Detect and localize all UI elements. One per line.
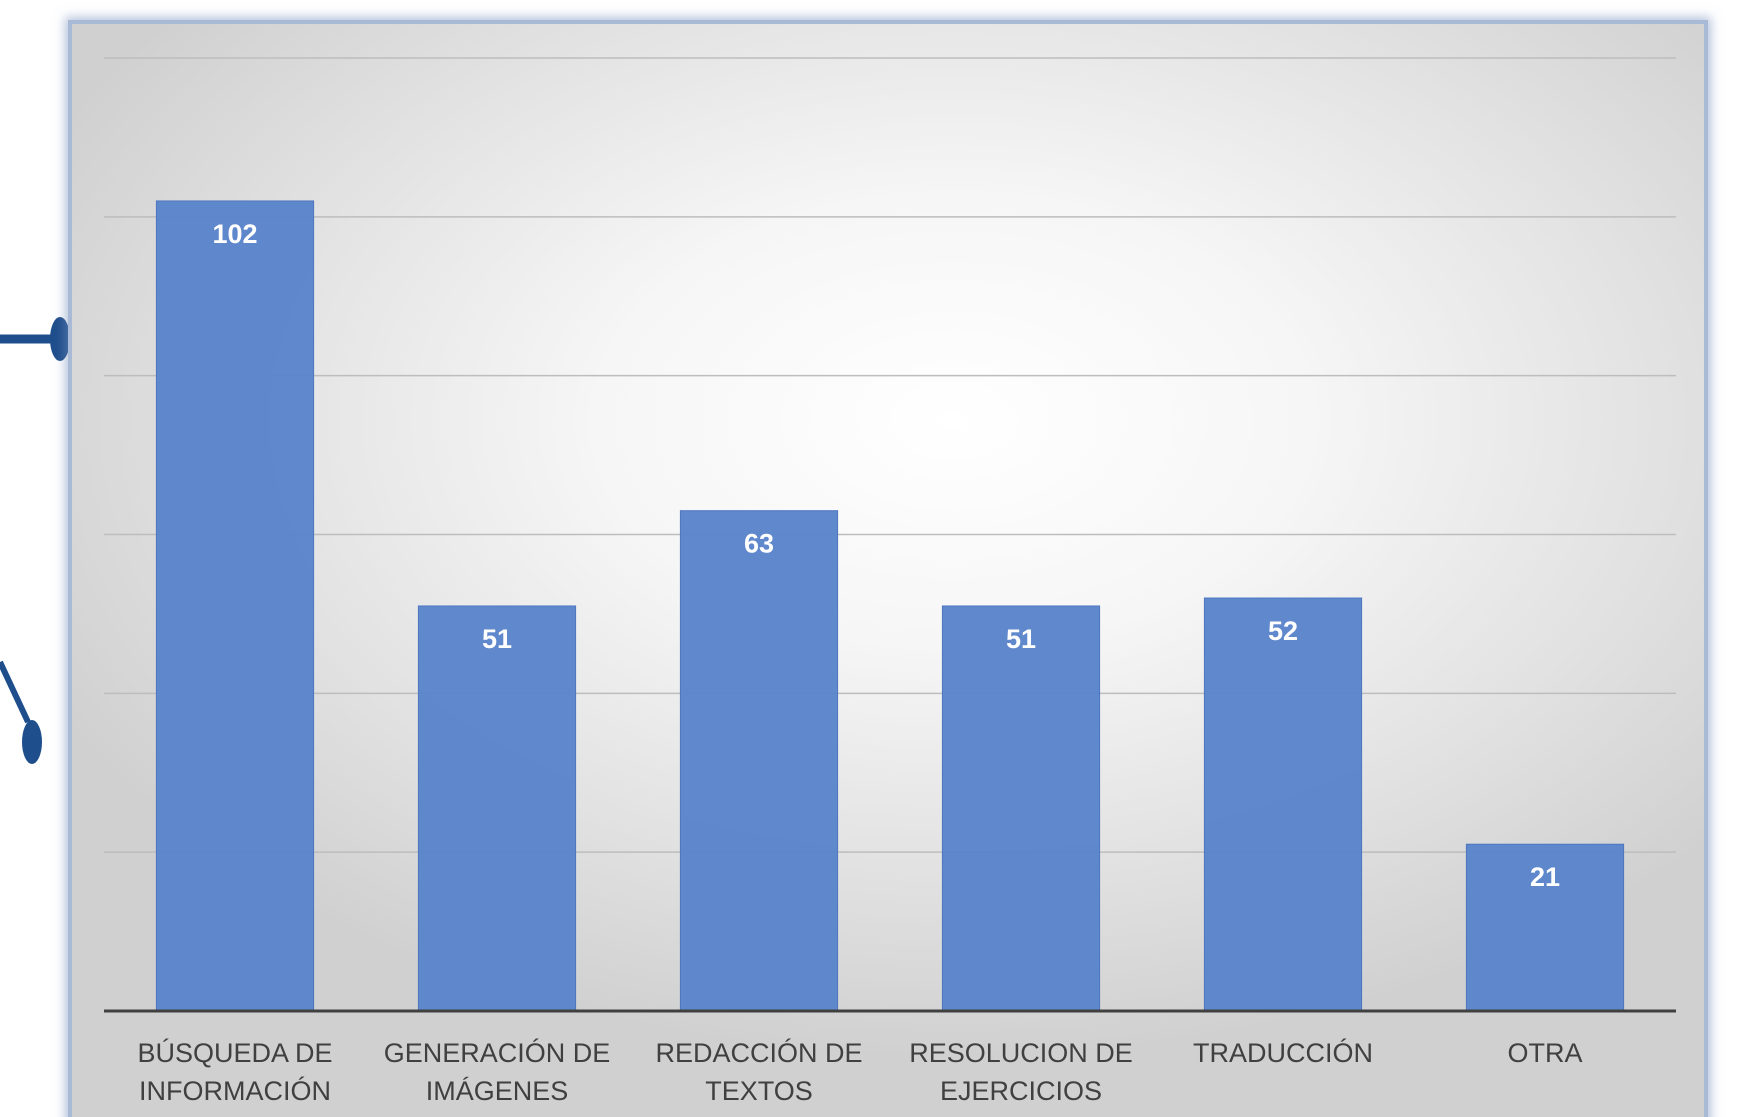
- category-label-line: BÚSQUEDA DE: [137, 1037, 332, 1068]
- data-labels: 102 51 63 51 52 21: [212, 219, 1560, 892]
- category-label-line: TEXTOS: [705, 1076, 813, 1106]
- category-label-line: INFORMACIÓN: [139, 1075, 331, 1106]
- category-labels: BÚSQUEDA DE INFORMACIÓN GENERACIÓN DE IMÁGE…: [137, 1037, 1582, 1106]
- bars: [155, 200, 1625, 1012]
- category-label-line: IMÁGENES: [426, 1076, 569, 1106]
- category-label-line: REDACCIÓN DE: [655, 1037, 862, 1068]
- category-label: RESOLUCION DE EJERCICIOS: [909, 1038, 1133, 1106]
- category-label: OTRA: [1507, 1038, 1582, 1068]
- category-label-line: GENERACIÓN DE: [384, 1037, 611, 1068]
- chart-panel: [68, 20, 1708, 1117]
- gridlines: [104, 57, 1676, 853]
- bar: [679, 510, 839, 1012]
- connector-dot-upper: [50, 317, 70, 361]
- category-label-line: EJERCICIOS: [940, 1076, 1102, 1106]
- data-label: 63: [744, 529, 774, 559]
- category-label-line: RESOLUCION DE: [909, 1038, 1133, 1068]
- bar: [417, 605, 577, 1012]
- data-label: 51: [1006, 624, 1036, 654]
- category-label-line: OTRA: [1507, 1038, 1582, 1068]
- bar: [1465, 843, 1625, 1012]
- connector-dot-lower: [22, 720, 42, 764]
- category-label: GENERACIÓN DE IMÁGENES: [384, 1037, 611, 1106]
- category-label: REDACCIÓN DE TEXTOS: [655, 1037, 862, 1106]
- connector-line-lower: [0, 660, 31, 724]
- bar: [941, 605, 1101, 1012]
- connector-decoration: [0, 317, 70, 764]
- category-label: BÚSQUEDA DE INFORMACIÓN: [137, 1037, 332, 1106]
- bar: [1203, 597, 1363, 1012]
- category-label: TRADUCCIÓN: [1193, 1037, 1373, 1068]
- bar: [155, 200, 315, 1012]
- category-label-line: TRADUCCIÓN: [1193, 1037, 1373, 1068]
- data-label: 21: [1530, 862, 1560, 892]
- data-label: 102: [212, 219, 257, 249]
- data-label: 52: [1268, 616, 1298, 646]
- data-label: 51: [482, 624, 512, 654]
